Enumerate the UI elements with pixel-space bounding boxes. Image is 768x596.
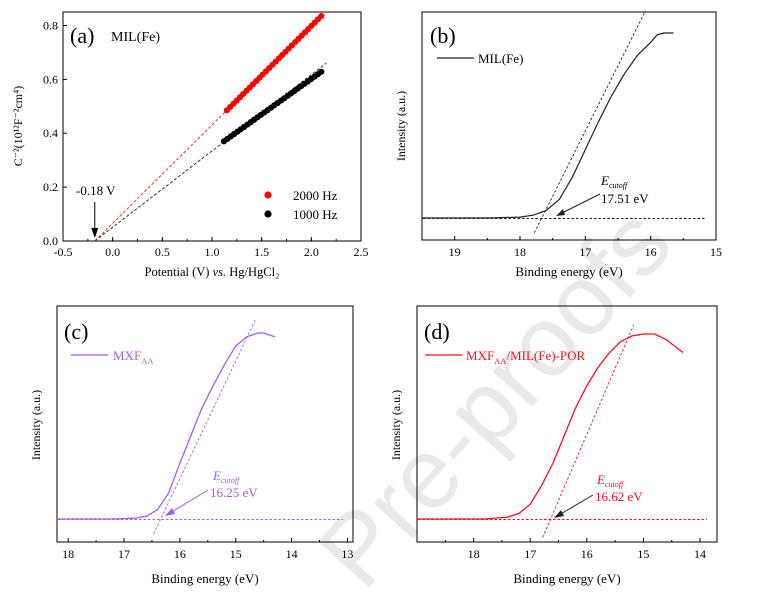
panel-b-cutoff-value: 17.51 eV [601, 191, 649, 206]
x-tick-label: 15 [710, 245, 722, 259]
panel-d-ylabel: Intensity (a.u.) [389, 390, 403, 460]
x-tick-label: 0.5 [155, 245, 170, 259]
panel-a-xlabel: Potential (V) vs. Hg/HgCl₂ [145, 265, 280, 279]
panel-d-cutoff-symbol: Ecutoff [596, 472, 625, 489]
panel-c-label: (c) [64, 319, 88, 344]
legend-label-mxf-aa: MXFAA [113, 348, 154, 366]
x-tick-label: 16 [645, 245, 657, 259]
y-tick-label: 0.6 [43, 72, 58, 86]
panel-d-cutoff-arrow [558, 494, 594, 516]
panel-d-cutoff-arrowhead [554, 510, 564, 518]
panel-a-ticks: -0.5 0.0 0.5 1.0 1.5 2.0 2.50.00.20.40.60.8 [43, 18, 369, 259]
panel-c-curve [57, 332, 276, 520]
panel-b: 19 18 17 16 15 (b) MIL(Fe) Ecutoff 17.51 eV … [394, 10, 722, 279]
x-tick-label: 13 [341, 547, 353, 561]
panel-c-ticks: 18 17 16 15 14 13 [62, 538, 353, 561]
panel-d-ticks: 18 17 16 15 14 [444, 538, 706, 561]
x-tick-label: 14 [694, 547, 706, 561]
y-tick-label: 0.4 [43, 126, 58, 140]
legend-label-2000hz: 2000 Hz [293, 188, 338, 203]
legend-marker-1000hz [264, 210, 272, 218]
fit-line-1000hz [94, 62, 327, 242]
x-tick-label: 17 [524, 547, 536, 561]
y-tick-label: 0.8 [43, 18, 58, 32]
panel-c-cutoff-arrow [169, 489, 209, 514]
x-tick-label: 17 [579, 245, 591, 259]
panel-d-curve [417, 333, 684, 520]
x-tick-label: -0.5 [54, 245, 73, 259]
legend-label-1000hz: 1000 Hz [293, 207, 338, 222]
panel-d-frame [416, 305, 718, 543]
panel-b-curve [422, 32, 674, 219]
panel-b-cutoff-arrow [559, 193, 601, 215]
panel-b-tangent [533, 10, 646, 234]
legend-marker-2000hz [264, 191, 272, 199]
x-tick-label: 0.0 [105, 245, 120, 259]
panel-c-cutoff-value: 16.25 eV [210, 485, 258, 500]
legend-label-mil-fe: MIL(Fe) [478, 51, 524, 66]
intercept-arrowhead [91, 228, 99, 238]
y-tick-label: 0.0 [43, 234, 58, 248]
panel-d-label: (d) [424, 319, 450, 344]
panel-b-ticks: 19 18 17 16 15 [421, 236, 722, 259]
panel-a: -0.5 0.0 0.5 1.0 1.5 2.0 2.50.00.20.40.60.8 (a… [11, 11, 369, 279]
panel-a-title: MIL(Fe) [111, 30, 160, 45]
x-tick-label: 19 [449, 245, 461, 259]
panel-d-cutoff-value: 16.62 eV [595, 489, 643, 504]
x-tick-label: 14 [286, 547, 298, 561]
panel-b-cutoff-symbol: Ecutoff [600, 173, 629, 190]
data-point [318, 68, 325, 75]
x-tick-label: 18 [62, 547, 74, 561]
panel-c: 18 17 16 15 14 13 (c) MXFAA Ecutoff 16.25 eV … [29, 305, 354, 586]
panel-d: 18 17 16 15 14 (d) MXFAA/MIL(Fe)-POR Ecutoff… [389, 305, 718, 586]
panel-b-frame [421, 11, 717, 241]
x-tick-label: 17 [118, 547, 130, 561]
panel-d-xlabel: Binding energy (eV) [513, 571, 620, 586]
panel-c-tangent [153, 319, 256, 535]
x-tick-label: 16 [174, 547, 186, 561]
x-tick-label: 15 [637, 547, 649, 561]
panel-c-ylabel: Intensity (a.u.) [29, 390, 43, 460]
y-tick-label: 0.2 [43, 180, 58, 194]
x-tick-label: 16 [581, 547, 593, 561]
x-tick-label: 1.5 [254, 245, 269, 259]
panel-a-data-points [220, 12, 325, 145]
panel-a-label: (a) [70, 23, 94, 48]
panel-b-ylabel: Intensity (a.u.) [394, 91, 408, 161]
x-tick-label: 15 [230, 547, 242, 561]
x-tick-label: 1.0 [205, 245, 220, 259]
panel-b-label: (b) [430, 23, 456, 48]
panel-c-frame [56, 305, 354, 543]
x-tick-label: 2.5 [354, 245, 369, 259]
data-point [318, 12, 325, 20]
legend-label-mxf-aa-mil-fe-por: MXFAA/MIL(Fe)-POR [466, 348, 586, 366]
panel-a-ylabel: C⁻²(10¹²F⁻²cm⁴) [11, 86, 25, 167]
annotation-intercept: -0.18 V [76, 183, 116, 198]
panel-c-xlabel: Binding energy (eV) [151, 571, 258, 586]
x-tick-label: 18 [514, 245, 526, 259]
panel-c-cutoff-symbol: Ecutoff [212, 468, 241, 485]
x-tick-label: 18 [468, 547, 480, 561]
x-tick-label: 2.0 [304, 245, 319, 259]
panel-a-legend: 2000 Hz 1000 Hz [264, 188, 338, 222]
panel-b-xlabel: Binding energy (eV) [515, 264, 622, 279]
panel-c-cutoff-arrowhead [165, 508, 175, 516]
panel-b-cutoff-arrowhead [556, 209, 565, 216]
